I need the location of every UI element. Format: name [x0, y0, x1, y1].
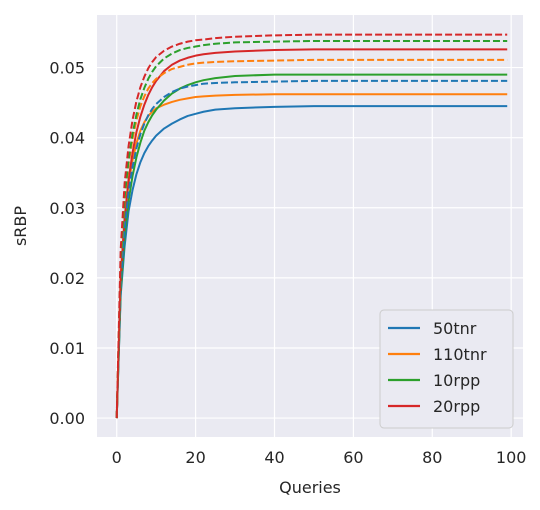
series-line-50tnr-solid	[115, 105, 508, 419]
y-axis-label: sRBP	[11, 206, 30, 246]
y-tick-label: 0.00	[49, 409, 85, 428]
series-line-10rpp-dashed	[115, 39, 508, 419]
series-line-50tnr-dashed	[115, 79, 508, 419]
y-tick-label: 0.02	[49, 269, 85, 288]
y-tick-label: 0.04	[49, 129, 85, 148]
x-tick-label: 0	[112, 448, 122, 467]
y-tick-label: 0.05	[49, 59, 85, 78]
x-tick-label: 20	[185, 448, 205, 467]
series-line-110tnr-solid	[115, 93, 508, 419]
legend-label-50tnr: 50tnr	[433, 319, 477, 338]
x-tick-label: 60	[343, 448, 363, 467]
grid-lines	[97, 15, 523, 437]
series-layer	[115, 33, 508, 419]
series-line-20rpp-dashed	[115, 33, 508, 419]
x-tick-label: 100	[496, 448, 527, 467]
legend-box	[379, 309, 514, 429]
legend-label-20rpp: 20rpp	[433, 397, 480, 416]
legend: 50tnr 110tnr 10rpp 20rpp	[379, 309, 514, 429]
y-tick-label: 0.03	[49, 199, 85, 218]
x-axis-ticks: 0 20 40 60 80 100	[112, 448, 527, 467]
legend-label-10rpp: 10rpp	[433, 371, 480, 390]
series-line-20rpp-solid	[115, 48, 508, 419]
legend-label-110tnr: 110tnr	[433, 345, 487, 364]
y-tick-label: 0.01	[49, 339, 85, 358]
x-tick-label: 40	[264, 448, 284, 467]
y-axis-ticks: 0.00 0.01 0.02 0.03 0.04 0.05	[49, 59, 85, 428]
x-axis-label: Queries	[279, 478, 341, 497]
x-tick-label: 80	[422, 448, 442, 467]
